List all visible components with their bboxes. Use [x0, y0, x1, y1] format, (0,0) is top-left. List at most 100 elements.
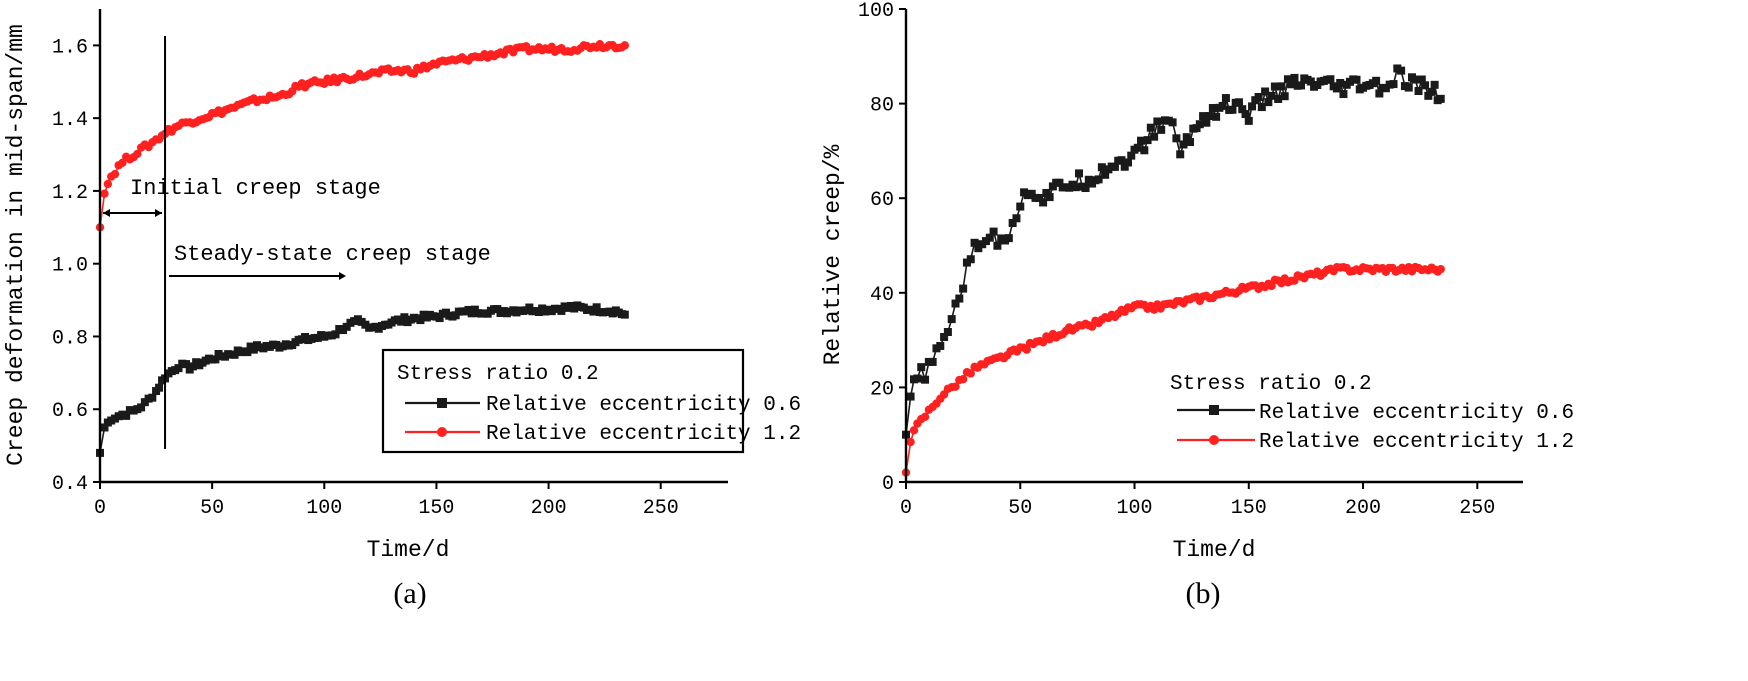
data-point-square-a [243, 348, 252, 357]
data-point-square-b [1143, 136, 1152, 145]
data-point-square-a [137, 403, 146, 412]
y-tick-label-a: 0.6 [52, 400, 88, 423]
data-point-square-b [955, 294, 964, 303]
data-point-square-b [943, 327, 952, 336]
data-point-square-b [1372, 76, 1381, 85]
data-point-square-b [1182, 133, 1191, 142]
data-point-square-b [1133, 143, 1142, 152]
data-point-square-b [1081, 184, 1090, 193]
data-point-square-b [1186, 138, 1195, 147]
data-point-square-b [1332, 84, 1341, 93]
data-point-square-a [620, 310, 629, 319]
data-point-square-b [1254, 93, 1263, 102]
data-point-square-b [1039, 198, 1048, 207]
panel-label-b: (b) [1186, 577, 1221, 610]
data-point-square-b [1004, 234, 1013, 243]
data-point-square-b [1035, 194, 1044, 203]
data-point-square-b [1110, 162, 1119, 171]
data-point-square-a [435, 314, 444, 323]
x-tick-label-b: 100 [1117, 497, 1153, 520]
data-point-square-b [1234, 98, 1243, 107]
data-point-square-b [936, 341, 945, 350]
data-point-square-b [1055, 178, 1064, 187]
data-point-square-b [1421, 81, 1430, 90]
data-point-square-b [1153, 117, 1162, 126]
data-point-square-b [1287, 80, 1296, 89]
data-point-square-b [906, 392, 915, 401]
data-point-square-b [1179, 140, 1188, 149]
data-point-square-b [1205, 112, 1214, 121]
data-point-square-a [557, 306, 566, 315]
y-tick-label-b: 80 [870, 95, 894, 118]
data-point-square-b [1016, 202, 1025, 211]
x-tick-label-b: 0 [900, 497, 912, 520]
y-tick-label-b: 100 [858, 0, 894, 23]
data-point-square-a [589, 307, 598, 316]
y-tick-label-a: 1.6 [52, 36, 88, 59]
data-point-circle-a [100, 189, 109, 198]
data-point-square-a [181, 360, 190, 369]
data-point-square-b [959, 284, 968, 293]
legend-marker-square-a [437, 398, 447, 408]
data-point-square-a [155, 383, 164, 392]
data-point-square-a [148, 393, 157, 402]
data-point-square-b [1404, 83, 1413, 92]
data-point-circle-b [909, 426, 919, 435]
data-point-square-b [1172, 134, 1181, 143]
data-point-square-b [1199, 112, 1208, 121]
initial-stage-label: Initial creep stage [130, 176, 381, 201]
data-point-square-b [1123, 158, 1132, 167]
legend-marker-square-b [1209, 405, 1219, 415]
x-tick-label-a: 0 [94, 497, 106, 520]
data-point-square-b [1027, 189, 1036, 198]
data-point-circle-b [1436, 264, 1445, 274]
data-point-square-b [1297, 81, 1306, 90]
initial-stage-arrowhead-right [155, 209, 162, 217]
data-point-square-b [1146, 123, 1155, 132]
legend-a: Stress ratio 0.2 Relative eccentricity 0… [381, 348, 801, 454]
x-tick-label-b: 250 [1459, 497, 1495, 520]
data-point-circle-b [966, 369, 975, 378]
data-point-square-a [122, 411, 131, 420]
data-point-circle-b [958, 374, 968, 384]
data-point-square-b [1221, 94, 1230, 103]
data-point-square-b [1277, 82, 1286, 91]
data-point-square-b [1352, 75, 1361, 84]
data-point-square-b [1202, 118, 1211, 127]
data-point-square-a [416, 316, 425, 325]
data-point-square-b [1283, 75, 1292, 84]
data-point-square-b [951, 299, 960, 308]
y-tick-label-a: 1.2 [52, 182, 88, 205]
data-point-square-b [1140, 146, 1149, 155]
data-point-circle-b [1022, 345, 1031, 354]
data-point-square-b [1414, 86, 1423, 95]
legend-marker-circle-a [437, 427, 447, 437]
y-tick-label-b: 60 [870, 189, 894, 212]
data-point-square-b [1257, 103, 1266, 112]
legend-entry-2-b: Relative eccentricity 1.2 [1259, 431, 1574, 454]
data-point-square-a [174, 364, 183, 373]
y-tick-label-b: 20 [870, 378, 894, 401]
data-point-square-b [1244, 116, 1253, 125]
chart-panel-a: 0 50 100 150 200 250 0.4 0.6 0.8 1.0 1.2 1.4 1.6 In… [3, 9, 801, 610]
x-ticks-b: 0 50 100 150 200 250 [900, 482, 1495, 520]
data-point-square-a [230, 350, 239, 359]
data-point-square-b [947, 315, 956, 324]
legend-title-b: Stress ratio 0.2 [1170, 373, 1372, 396]
data-point-square-b [1218, 101, 1227, 110]
data-point-square-b [1150, 132, 1159, 141]
data-point-square-b [1195, 120, 1204, 129]
data-point-square-b [1290, 73, 1299, 82]
data-point-square-b [1097, 163, 1106, 172]
data-point-square-b [1248, 102, 1257, 111]
data-point-circle-b [951, 382, 960, 391]
panel-label-a: (a) [393, 577, 426, 610]
data-point-square-b [1267, 91, 1276, 100]
y-axis-label-b: Relative creep/% [820, 144, 846, 365]
data-point-square-b [993, 241, 1002, 250]
y-axis-label-a: Creep deformation in mid-span/mm [3, 24, 29, 466]
data-point-square-b [1389, 80, 1398, 89]
data-point-square-a [592, 303, 601, 312]
y-tick-label-b: 40 [870, 284, 894, 307]
